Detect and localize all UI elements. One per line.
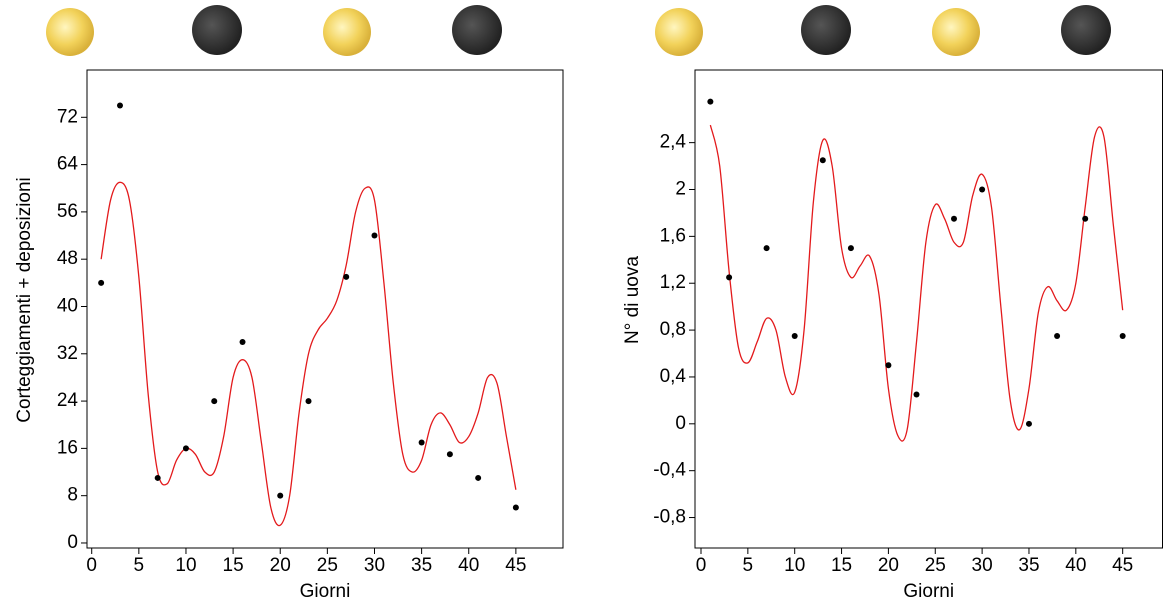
x-tick-label: 10 — [784, 555, 805, 576]
data-point — [979, 187, 985, 193]
data-point — [475, 475, 481, 481]
moon-icons — [46, 5, 1111, 56]
full-moon — [655, 8, 703, 56]
data-point — [951, 216, 957, 222]
data-point — [1082, 216, 1088, 222]
data-point — [277, 493, 283, 499]
y-tick-label: 2 — [675, 179, 686, 200]
new-moon — [452, 5, 502, 55]
data-point — [371, 233, 377, 239]
x-tick-label: 20 — [878, 555, 899, 576]
x-tick-label: 35 — [411, 555, 432, 576]
x-tick-label: 40 — [458, 555, 479, 576]
y-tick-label: 1,2 — [660, 272, 686, 293]
y-tick-label: -0,8 — [653, 507, 686, 528]
y-tick-label: 72 — [57, 106, 78, 127]
full-moon — [932, 8, 980, 56]
data-point — [820, 157, 826, 163]
y-tick-label: 0 — [67, 532, 78, 553]
x-tick-label: 25 — [925, 555, 946, 576]
y-tick-label: 24 — [57, 390, 79, 411]
x-tick-label: 0 — [696, 555, 707, 576]
data-point — [98, 280, 104, 286]
new-moon — [1061, 5, 1111, 55]
x-axis-title: Giorni — [903, 581, 954, 602]
y-tick-label: 0 — [675, 413, 686, 434]
data-point — [914, 392, 920, 398]
data-point — [792, 333, 798, 339]
x-tick-label: 25 — [317, 555, 338, 576]
data-point — [306, 398, 312, 404]
fit-curve — [101, 182, 516, 525]
data-point — [707, 99, 713, 105]
y-tick-label: 40 — [57, 296, 78, 317]
x-tick-label: 10 — [175, 555, 196, 576]
plot-frame — [695, 70, 1163, 548]
x-tick-label: 30 — [972, 555, 993, 576]
y-tick-label: 48 — [57, 248, 78, 269]
data-point — [419, 439, 425, 445]
y-tick-label: 16 — [57, 437, 78, 458]
data-point — [1026, 421, 1032, 427]
data-point — [764, 245, 770, 251]
x-tick-label: 35 — [1018, 555, 1039, 576]
x-tick-label: 45 — [1112, 555, 1133, 576]
y-tick-label: 0,4 — [660, 366, 687, 387]
y-tick-label: 56 — [57, 201, 78, 222]
y-tick-label: 64 — [57, 154, 79, 175]
data-point — [726, 274, 732, 280]
y-tick-label: 8 — [67, 485, 78, 506]
x-tick-label: 30 — [364, 555, 385, 576]
figure: 051015202530354045081624324048566472Gior… — [0, 0, 1163, 606]
data-point — [885, 362, 891, 368]
data-point — [1054, 333, 1060, 339]
y-axis-title: N° di uova — [622, 256, 643, 344]
new-moon — [801, 5, 851, 55]
y-tick-label: -0,4 — [653, 460, 686, 481]
x-tick-label: 15 — [831, 555, 852, 576]
data-point — [447, 451, 453, 457]
new-moon — [192, 5, 242, 55]
x-tick-label: 5 — [743, 555, 754, 576]
x-tick-label: 0 — [86, 555, 97, 576]
data-point — [117, 102, 123, 108]
x-tick-label: 5 — [134, 555, 145, 576]
data-point — [848, 245, 854, 251]
data-point — [240, 339, 246, 345]
y-tick-label: 2,4 — [660, 132, 687, 153]
y-tick-label: 0,8 — [660, 319, 686, 340]
y-tick-label: 1,6 — [660, 225, 686, 246]
x-tick-label: 40 — [1065, 555, 1086, 576]
x-tick-label: 15 — [223, 555, 244, 576]
data-point — [211, 398, 217, 404]
data-point — [513, 505, 519, 511]
full-moon — [323, 8, 371, 56]
data-point — [183, 445, 189, 451]
x-tick-label: 45 — [505, 555, 526, 576]
data-point — [1120, 333, 1126, 339]
x-axis-title: Giorni — [300, 581, 351, 602]
x-tick-label: 20 — [270, 555, 291, 576]
data-point — [343, 274, 349, 280]
data-point — [155, 475, 161, 481]
y-axis-title: Corteggiamenti + deposizioni — [14, 177, 35, 423]
full-moon — [46, 8, 94, 56]
y-tick-label: 32 — [57, 343, 78, 364]
